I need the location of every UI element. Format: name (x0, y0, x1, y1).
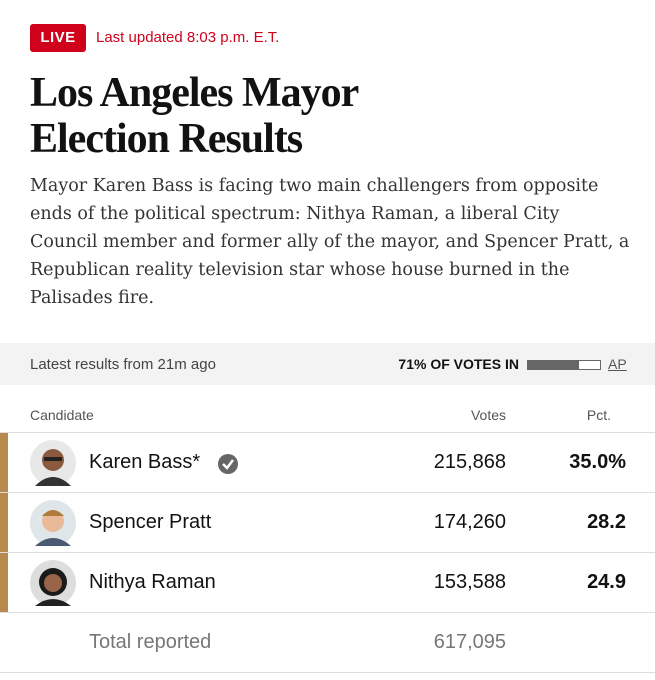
percent: 28.2 (587, 511, 626, 533)
party-stripe (0, 433, 8, 493)
votes: 153,588 (433, 571, 506, 593)
reporting-label: 71% OF VOTES IN (398, 356, 519, 372)
source-link[interactable]: AP (608, 356, 627, 372)
total-row: Total reported 617,095 (0, 612, 655, 673)
progress-fill (528, 361, 580, 369)
votes: 215,868 (433, 451, 506, 473)
total-votes: 617,095 (433, 631, 506, 653)
candidate-row: Karen Bass* 215,868 35.0% (0, 432, 655, 493)
avatar (30, 500, 76, 546)
candidate-name: Karen Bass* (89, 451, 201, 473)
title: Los Angeles Mayor Election Results (30, 70, 359, 162)
winner-check (218, 454, 238, 474)
votes: 174,260 (433, 511, 506, 533)
column-header: Votes (470, 407, 506, 423)
updated-time: Last updated 8:03 p.m. E.T. (96, 29, 280, 46)
candidate-name: Nithya Raman (89, 571, 216, 593)
column-header: Pct. (586, 407, 611, 423)
description: Mayor Karen Bass is facing two main chal… (30, 176, 630, 308)
latest-results: Latest results from 21m ago (30, 356, 216, 373)
candidate-row: Nithya Raman 153,588 24.9 (0, 552, 655, 613)
progress-bar (527, 360, 601, 370)
candidate-name: Spencer Pratt (89, 511, 212, 533)
percent: 35.0% (569, 451, 626, 473)
party-stripe (0, 493, 8, 553)
avatar (30, 560, 76, 606)
avatar (30, 440, 76, 486)
live-badge: LIVE (30, 24, 86, 52)
column-header: Candidate (30, 407, 94, 423)
candidate-row: Spencer Pratt 174,260 28.2 (0, 492, 655, 553)
percent: 24.9 (587, 571, 626, 593)
total-label: Total reported (89, 631, 212, 653)
party-stripe (0, 553, 8, 613)
